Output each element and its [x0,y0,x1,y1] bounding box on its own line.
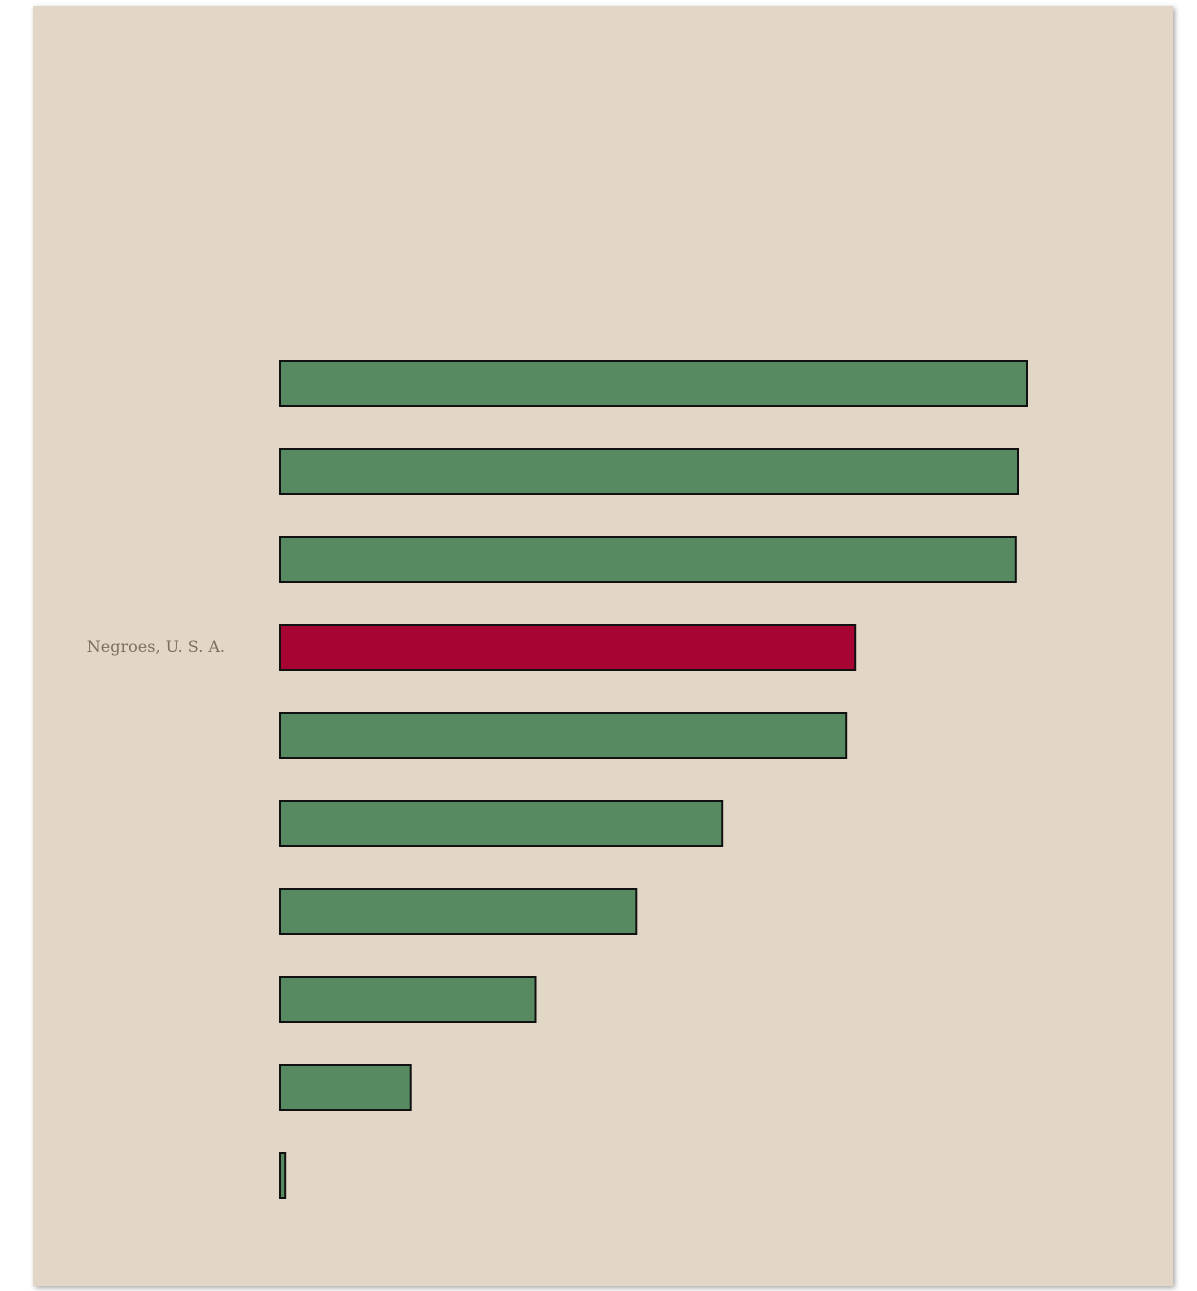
labels-group: Negroes, U. S. A. [87,637,225,656]
bar [279,360,1028,407]
bar-chart: Negroes, U. S. A. [33,6,1173,1286]
bar [279,1152,287,1199]
bar [279,976,537,1023]
bar [279,536,1017,583]
category-label: Negroes, U. S. A. [87,637,225,656]
bar [279,448,1019,495]
bar-highlighted [279,624,857,671]
bar [279,1064,412,1111]
chart-canvas: Negroes, U. S. A. [33,6,1173,1286]
bar [279,888,638,935]
bars-group [279,360,1028,1199]
bar [279,800,724,847]
bar [279,712,848,759]
